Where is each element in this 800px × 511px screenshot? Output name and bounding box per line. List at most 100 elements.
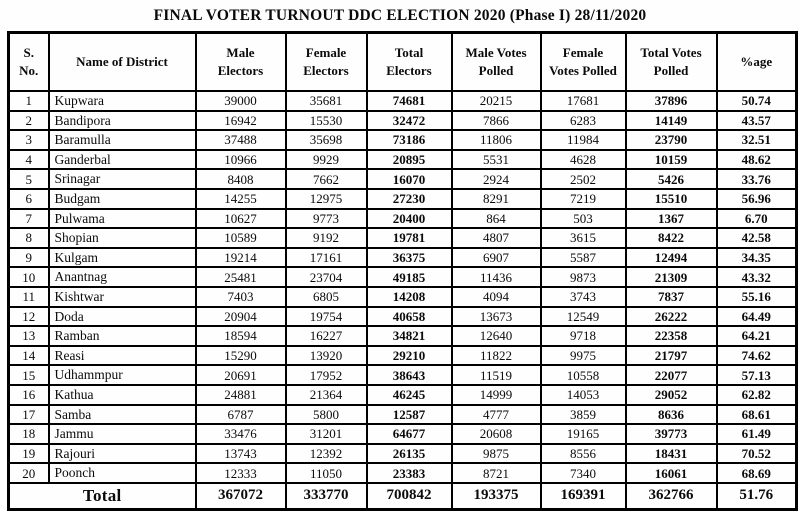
cell-total_votes: 23790 [624,129,718,151]
cell-male_electors: 39000 [194,90,287,112]
total-label: Total [7,481,197,511]
table-row: 2 Bandipora 16942 15530 32472 7866 6283 14149 43… [7,109,798,132]
cell-total_electors: 46245 [365,383,453,406]
cell-male_votes: 11806 [450,129,542,151]
cell-female_votes: 2502 [539,168,627,190]
cell-female_votes: 3615 [539,227,627,249]
cell-male_electors: 10966 [194,148,287,171]
cell-total_votes: 21309 [624,266,718,288]
cell-total_electors: 32472 [365,109,453,132]
table-header-row: S. No. Name of District Male Electors Femal… [7,31,798,92]
cell-male_electors: 25481 [194,266,287,288]
cell-sno: 14 [7,344,50,367]
cell-female_votes: 19165 [539,423,627,445]
cell-male_electors: 18594 [194,325,287,347]
cell-female_electors: 23704 [284,266,368,288]
cell-district: Srinagar [47,168,197,190]
cell-female_electors: 9192 [284,227,368,249]
cell-male_votes: 20608 [450,423,542,445]
cell-male_electors: 14255 [194,187,287,210]
column-header-male_electors: Male Electors [194,31,287,92]
cell-male_votes: 8721 [450,462,542,484]
cell-district: Kupwara [47,90,197,112]
table-row: 19 Rajouri 13743 12392 26135 9875 8556 18431 70.… [7,442,798,465]
total-pct: 51.76 [715,481,798,511]
cell-sno: 13 [7,325,50,347]
table-row: 15 Udhammpur 20691 17952 38643 11519 10558 2207… [7,364,798,386]
column-header-district: Name of District [47,31,197,92]
cell-female_votes: 10558 [539,364,627,386]
cell-district: Poonch [47,462,197,484]
cell-male_electors: 33476 [194,423,287,445]
cell-total_electors: 74681 [365,90,453,112]
cell-female_votes: 503 [539,207,627,230]
cell-total_votes: 12494 [624,246,718,269]
cell-pct: 70.52 [715,442,798,465]
cell-total_votes: 16061 [624,462,718,484]
cell-pct: 62.82 [715,383,798,406]
cell-pct: 6.70 [715,207,798,230]
table-row: 14 Reasi 15290 13920 29210 11822 9975 21797 74.6… [7,344,798,367]
cell-total_electors: 38643 [365,364,453,386]
total-female_votes: 169391 [539,481,627,511]
total-female_electors: 333770 [284,481,368,511]
cell-male_votes: 20215 [450,90,542,112]
cell-female_electors: 15530 [284,109,368,132]
cell-female_electors: 35681 [284,90,368,112]
cell-female_electors: 17161 [284,246,368,269]
cell-district: Budgam [47,187,197,210]
cell-male_votes: 2924 [450,168,542,190]
table-row: 16 Kathua 24881 21364 46245 14999 14053 29052 62… [7,383,798,406]
cell-district: Ganderbal [47,148,197,171]
cell-female_votes: 9873 [539,266,627,288]
cell-male_votes: 864 [450,207,542,230]
cell-female_electors: 7662 [284,168,368,190]
cell-pct: 34.35 [715,246,798,269]
table-row: 8 Shopian 10589 9192 19781 4807 3615 8422 42.58 [7,227,798,249]
cell-pct: 43.57 [715,109,798,132]
total-total_electors: 700842 [365,481,453,511]
total-total_votes: 362766 [624,481,718,511]
cell-district: Ramban [47,325,197,347]
cell-district: Rajouri [47,442,197,465]
cell-male_votes: 11519 [450,364,542,386]
cell-district: Samba [47,403,197,426]
cell-total_electors: 12587 [365,403,453,426]
cell-pct: 42.58 [715,227,798,249]
column-header-male_votes: Male Votes Polled [450,31,542,92]
cell-total_electors: 27230 [365,187,453,210]
cell-female_votes: 17681 [539,90,627,112]
cell-total_electors: 14208 [365,285,453,308]
cell-male_electors: 16942 [194,109,287,132]
cell-female_votes: 5587 [539,246,627,269]
cell-total_electors: 49185 [365,266,453,288]
cell-total_votes: 29052 [624,383,718,406]
table-row: 10 Anantnag 25481 23704 49185 11436 9873 21309 4… [7,266,798,288]
cell-pct: 48.62 [715,148,798,171]
cell-sno: 6 [7,187,50,210]
cell-female_votes: 14053 [539,383,627,406]
cell-sno: 16 [7,383,50,406]
cell-total_votes: 21797 [624,344,718,367]
column-header-female_votes: Female Votes Polled [539,31,627,92]
cell-male_electors: 6787 [194,403,287,426]
cell-male_votes: 4094 [450,285,542,308]
cell-total_electors: 64677 [365,423,453,445]
cell-sno: 2 [7,109,50,132]
cell-pct: 64.49 [715,305,798,328]
cell-sno: 10 [7,266,50,288]
cell-district: Jammu [47,423,197,445]
cell-male_electors: 24881 [194,383,287,406]
cell-female_electors: 9773 [284,207,368,230]
cell-male_votes: 9875 [450,442,542,465]
column-header-total_electors: Total Electors [365,31,453,92]
cell-female_votes: 7340 [539,462,627,484]
cell-district: Shopian [47,227,197,249]
cell-pct: 50.74 [715,90,798,112]
cell-male_votes: 4777 [450,403,542,426]
cell-female_votes: 11984 [539,129,627,151]
cell-total_electors: 19781 [365,227,453,249]
cell-total_electors: 40658 [365,305,453,328]
table-row: 18 Jammu 33476 31201 64677 20608 19165 39773 61.… [7,423,798,445]
cell-female_votes: 3859 [539,403,627,426]
